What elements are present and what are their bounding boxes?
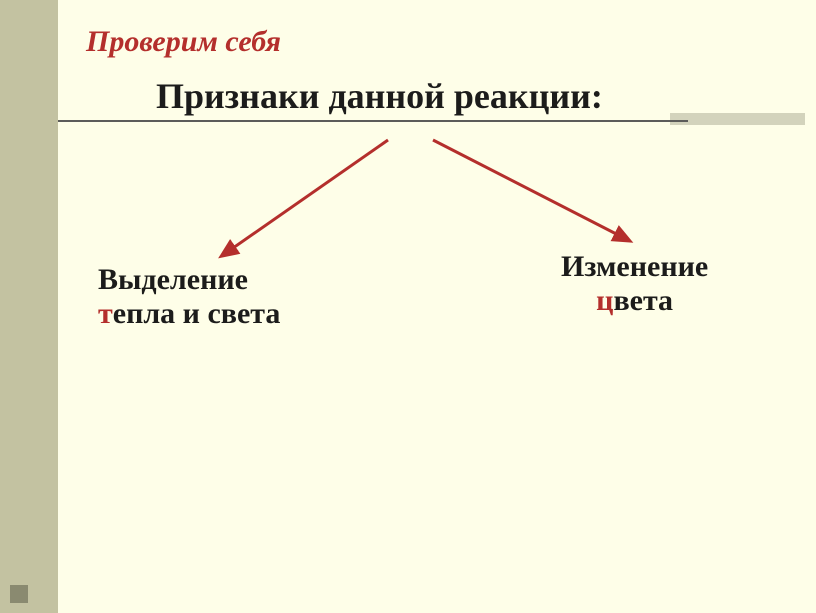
right-branch-text: Изменение цвета [561, 250, 708, 318]
left-branch-text: Выделение тепла и света [98, 263, 280, 331]
right-accent-letter: ц [596, 284, 613, 317]
title: Признаки данной реакции: [156, 75, 603, 117]
left-line1: Выделение [98, 263, 248, 296]
divider-line [58, 120, 688, 122]
sidebar-decoration [0, 0, 58, 613]
left-rest: епла и света [113, 297, 281, 330]
subtitle: Проверим себя [86, 25, 281, 59]
slide-content: Проверим себя Признаки данной реакции: В… [58, 0, 816, 613]
corner-mark [10, 585, 28, 603]
divider-accent [670, 113, 805, 125]
arrow-left-icon [213, 135, 403, 270]
arrow-right-icon [428, 135, 643, 255]
right-line1: Изменение [561, 250, 708, 284]
left-accent-letter: т [98, 297, 113, 330]
right-rest: вета [613, 284, 673, 317]
